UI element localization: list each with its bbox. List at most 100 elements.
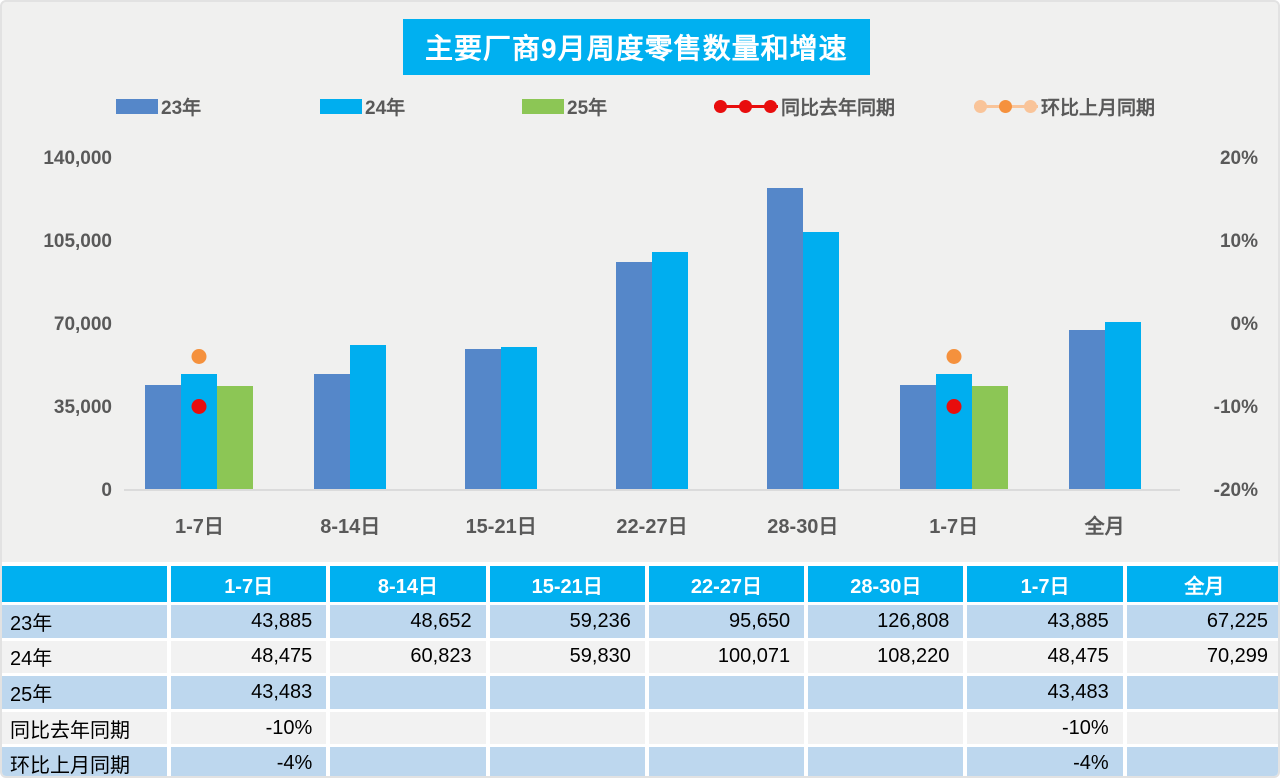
bar-s1-g6 xyxy=(899,384,936,489)
table-cell: 59,830 xyxy=(489,640,645,674)
table-cell: 126,808 xyxy=(808,605,964,638)
table-cell xyxy=(489,747,645,776)
bar-s2-g3 xyxy=(501,347,538,489)
table-cell xyxy=(1126,711,1278,745)
table-cell: 48,652 xyxy=(330,605,486,638)
bar-group-6 xyxy=(878,159,1029,489)
dot-marker-s1-g1 xyxy=(191,398,207,414)
table-cell xyxy=(330,711,486,745)
table-cell: -4% xyxy=(967,747,1123,776)
table-cell: 43,885 xyxy=(967,605,1123,638)
dot-marker-s2-g6 xyxy=(946,348,962,364)
legend-label: 同比去年同期 xyxy=(781,97,896,119)
left-axis-tick: 140,000 xyxy=(43,148,112,169)
table-cell xyxy=(648,711,805,745)
right-axis-tick: 10% xyxy=(1219,231,1258,252)
bar-s2-g2 xyxy=(350,344,387,489)
table-header-cell: 1-7日 xyxy=(967,566,1123,602)
legend-dotline-icon xyxy=(974,99,1038,114)
table-cell: 108,220 xyxy=(808,640,964,674)
legend-dot xyxy=(739,99,752,113)
x-category-label: 全月 xyxy=(1084,516,1125,538)
legend-label: 24年 xyxy=(365,97,406,119)
legend-dot xyxy=(974,99,987,113)
table-row-label: 环比上月同期 xyxy=(2,747,167,776)
table-cell: 67,225 xyxy=(1126,605,1278,638)
legend-swatch-icon xyxy=(116,98,158,114)
legend-item-5: 环比上月同期 xyxy=(974,95,1156,119)
table-header-cell: 22-27日 xyxy=(648,566,805,602)
bar-s2-g1 xyxy=(181,374,218,489)
legend-item-1: 23年 xyxy=(116,95,202,119)
table-cell xyxy=(648,747,805,776)
table-cell xyxy=(808,676,964,709)
table-cell xyxy=(1126,747,1278,776)
table-cell: -4% xyxy=(171,747,327,776)
right-axis-tick: 20% xyxy=(1219,148,1258,169)
dot-marker-s2-g1 xyxy=(191,348,207,364)
x-category-label: 15-21日 xyxy=(465,516,537,538)
table-row-label: 23年 xyxy=(2,605,167,638)
legend-item-3: 25年 xyxy=(522,95,608,119)
x-axis-labels: 1-7日 8-14日 15-21日 22-27日 28-30日 1-7日 全月 xyxy=(124,510,1180,539)
bar-group-1 xyxy=(124,159,275,489)
bar-group-7 xyxy=(1029,159,1180,489)
table-header-corner xyxy=(2,566,167,602)
plot-area xyxy=(124,159,1180,491)
legend-item-4: 同比去年同期 xyxy=(714,95,896,119)
table-row-label: 同比去年同期 xyxy=(2,711,167,745)
table-cell: 70,299 xyxy=(1126,640,1278,674)
table-cell xyxy=(330,676,486,709)
x-category-label: 28-30日 xyxy=(767,516,839,538)
bar-s2-g5 xyxy=(802,232,839,489)
table-cell xyxy=(808,747,964,776)
table-cell xyxy=(648,676,805,709)
bar-group-5 xyxy=(727,159,878,489)
table-cell: 48,475 xyxy=(967,640,1123,674)
bar-s1-g3 xyxy=(465,348,502,489)
legend-dot xyxy=(764,99,777,113)
legend-label: 23年 xyxy=(161,97,202,119)
table-cell xyxy=(330,747,486,776)
dot-marker-s1-g6 xyxy=(946,398,962,414)
left-axis-tick: 70,000 xyxy=(53,314,112,335)
right-axis-tick: -20% xyxy=(1213,480,1258,501)
x-category-label: 1-7日 xyxy=(929,516,979,538)
legend-dot xyxy=(714,99,727,113)
table-cell: 60,823 xyxy=(330,640,486,674)
bar-s1-g2 xyxy=(314,373,351,489)
table-cell: 95,650 xyxy=(648,605,805,638)
table-cell: 43,885 xyxy=(171,605,327,638)
legend-label: 环比上月同期 xyxy=(1041,97,1156,119)
right-axis-tick: -10% xyxy=(1213,397,1258,418)
bar-group-4 xyxy=(577,159,728,489)
x-category-label: 1-7日 xyxy=(174,516,224,538)
legend-item-2: 24年 xyxy=(320,95,406,119)
right-axis-tick: 0% xyxy=(1230,314,1258,335)
left-axis-tick: 35,000 xyxy=(53,397,112,418)
left-axis-tick: 0 xyxy=(101,480,112,501)
bar-s2-g7 xyxy=(1104,322,1141,489)
table-header-cell: 28-30日 xyxy=(808,566,964,602)
bar-s1-g1 xyxy=(145,384,182,489)
bar-s2-g4 xyxy=(652,251,688,489)
legend-label: 25年 xyxy=(567,97,608,119)
legend-dot xyxy=(1024,99,1037,113)
bar-s2-g6 xyxy=(935,374,972,489)
table-cell: 48,475 xyxy=(171,640,327,674)
table-header-cell: 全月 xyxy=(1126,566,1278,602)
table-header-cell: 1-7日 xyxy=(171,566,327,602)
bar-group-2 xyxy=(275,159,426,489)
table-cell: -10% xyxy=(171,711,327,745)
table-cell: 59,236 xyxy=(489,605,645,638)
legend-dot xyxy=(999,99,1012,113)
page-title: 主要厂商9月周度零售数量和增速 xyxy=(403,19,870,75)
table-cell: 100,071 xyxy=(648,640,805,674)
data-table: 1-7日 8-14日 15-21日 22-27日 28-30日 1-7日 全月 23年 43,8… xyxy=(2,562,1278,776)
table-header-cell: 8-14日 xyxy=(330,566,486,602)
x-category-label: 22-27日 xyxy=(616,516,688,538)
table-cell xyxy=(489,676,645,709)
table-cell: 43,483 xyxy=(967,676,1123,709)
table-row-label: 25年 xyxy=(2,676,167,709)
